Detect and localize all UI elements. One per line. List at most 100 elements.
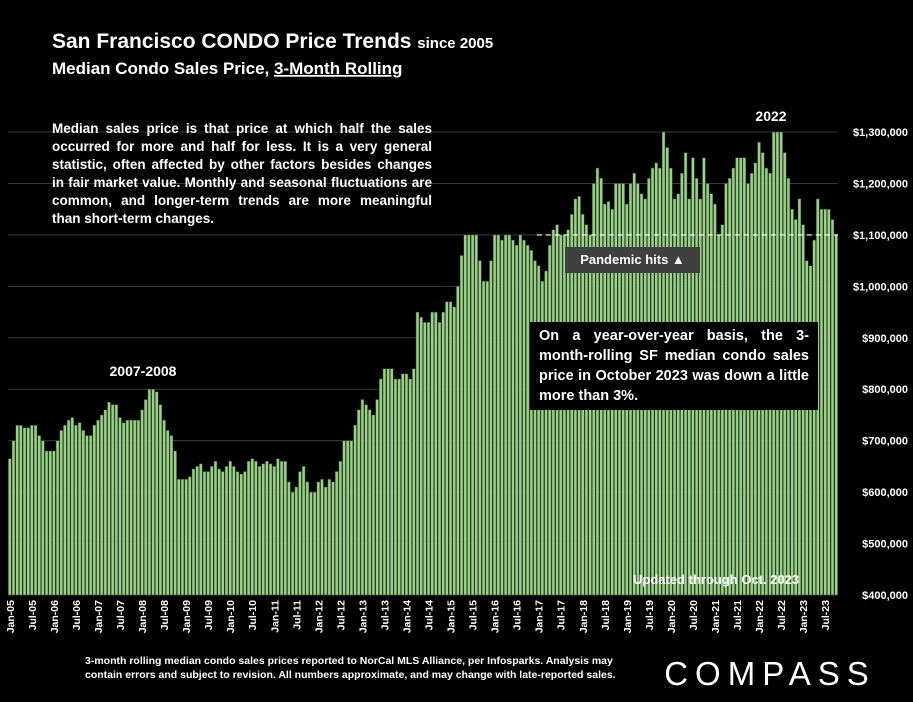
bar	[808, 265, 813, 596]
bar	[70, 417, 74, 596]
bar	[559, 234, 563, 596]
bar	[199, 463, 203, 596]
x-tick-label: Jan-15	[446, 600, 458, 633]
bar	[819, 208, 824, 596]
bar	[52, 450, 56, 596]
bar	[441, 311, 445, 596]
x-tick-label: Jul-21	[732, 600, 744, 631]
bar	[272, 466, 276, 596]
bar	[518, 234, 523, 596]
description: Median sales price is that price at whic…	[52, 121, 432, 226]
bar	[202, 471, 207, 596]
bar	[334, 471, 339, 596]
bar	[19, 424, 23, 596]
bar	[155, 391, 159, 596]
bar	[827, 208, 831, 596]
y-tick-label: $800,000	[862, 384, 908, 396]
bar	[294, 486, 299, 596]
bar	[830, 219, 835, 596]
bar	[349, 440, 354, 596]
y-tick-label: $700,000	[862, 436, 908, 448]
pandemic-label: Pandemic hits ▲	[565, 247, 700, 273]
bar	[276, 458, 280, 596]
bar	[511, 239, 515, 596]
bar	[331, 481, 335, 596]
x-tick-label: Jan-18	[578, 600, 590, 633]
bar	[379, 378, 383, 596]
bar	[338, 461, 343, 596]
bar	[404, 373, 409, 596]
x-tick-label: Jul-10	[247, 600, 259, 631]
bar	[434, 311, 438, 596]
bar	[298, 471, 302, 596]
bar	[74, 424, 78, 596]
brand-logo: COMPASS	[664, 655, 876, 692]
x-tick-label: Jan-05	[5, 600, 17, 633]
x-tick-label: Jul-16	[512, 600, 524, 631]
bar	[834, 234, 838, 596]
x-tick-label: Jul-18	[600, 600, 612, 631]
bar	[239, 473, 243, 596]
x-tick-label: Jan-07	[93, 600, 105, 633]
bar	[386, 368, 390, 596]
bar	[235, 471, 240, 596]
bar	[823, 208, 827, 596]
bar	[180, 479, 185, 596]
bar	[191, 468, 196, 596]
bar	[228, 461, 232, 596]
bar	[544, 270, 548, 596]
x-tick-label: Jan-08	[137, 600, 149, 633]
bar	[547, 244, 552, 596]
bar	[353, 424, 357, 596]
bar	[419, 316, 423, 596]
bar	[485, 280, 489, 596]
bar	[375, 399, 379, 596]
bar	[514, 244, 519, 596]
bar	[456, 286, 460, 596]
bar	[224, 466, 229, 596]
title-suffix: since 2005	[417, 35, 493, 52]
bar	[470, 234, 475, 596]
bar	[195, 466, 199, 596]
x-tick-label: Jan-12	[313, 600, 325, 633]
bar	[261, 463, 265, 596]
bar	[99, 414, 104, 596]
bar	[279, 461, 284, 596]
bar	[206, 471, 210, 596]
x-tick-label: Jul-12	[335, 600, 347, 631]
bar	[132, 419, 137, 596]
x-tick-label: Jan-23	[798, 600, 810, 633]
x-tick-label: Jul-06	[71, 600, 83, 631]
bar	[125, 419, 130, 596]
x-tick-label: Jan-22	[754, 600, 766, 633]
bar	[415, 311, 420, 596]
x-tick-label: Jan-17	[534, 600, 546, 633]
bar	[452, 306, 456, 596]
subtitle-emphasis: 3-Month Rolling	[274, 59, 402, 78]
x-tick-label: Jul-19	[644, 600, 656, 631]
chart-title: San Francisco CONDO Price Trends since 2…	[52, 30, 493, 53]
bar	[522, 239, 526, 596]
bar	[412, 368, 416, 596]
subtitle-main: Median Condo Sales Price,	[52, 59, 269, 78]
bar	[250, 458, 254, 596]
bar	[88, 435, 93, 596]
bar	[357, 409, 361, 596]
y-tick-label: $900,000	[862, 333, 908, 345]
x-tick-label: Jan-16	[490, 600, 502, 633]
bar	[309, 491, 313, 596]
bar	[188, 476, 192, 596]
y-tick-label: $1,000,000	[853, 281, 908, 293]
bar	[323, 486, 328, 596]
x-tick-label: Jan-09	[181, 600, 193, 633]
bar	[368, 409, 372, 596]
annotation: 2007-2008	[110, 363, 177, 379]
bar	[33, 424, 38, 596]
bar	[525, 244, 530, 596]
bar	[382, 368, 387, 596]
x-tick-label: Jul-20	[688, 600, 700, 631]
bar	[551, 229, 556, 596]
bar	[140, 409, 144, 596]
bar	[63, 424, 67, 596]
x-tick-label: Jul-07	[115, 600, 127, 631]
